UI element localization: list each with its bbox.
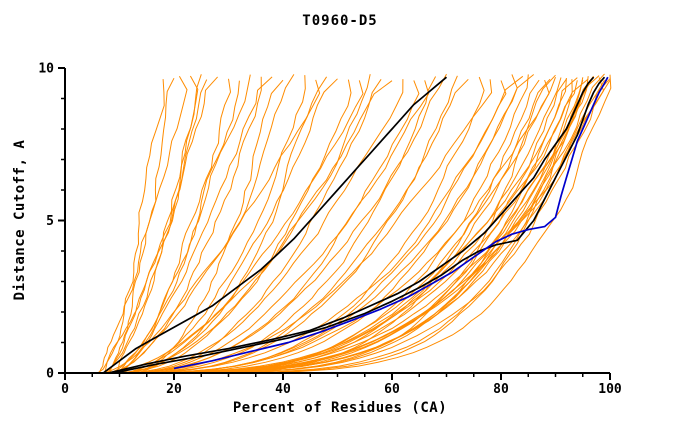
ensemble-curve — [124, 78, 567, 374]
ensemble-curve — [113, 78, 232, 374]
ensemble-curve — [119, 79, 605, 374]
x-tick-label: 20 — [166, 382, 182, 397]
ensemble-curve — [103, 79, 321, 374]
ensemble-curve — [113, 74, 371, 374]
ensemble-curve — [124, 80, 611, 374]
ensemble-curve — [130, 73, 605, 374]
ensemble-curve — [108, 75, 458, 374]
ensemble-curve — [135, 74, 612, 374]
x-tick-label: 40 — [275, 382, 291, 397]
x-tick-label: 60 — [384, 382, 400, 397]
ensemble-curve — [113, 77, 562, 374]
ensemble-curve — [119, 74, 251, 374]
ensemble-curve — [141, 77, 567, 374]
ensemble-curve — [113, 76, 273, 374]
ensemble-curve — [119, 77, 556, 374]
ensemble-curve — [103, 80, 393, 374]
x-tick-label: 80 — [493, 382, 509, 397]
ensemble-curve — [130, 76, 595, 374]
y-tick-label: 5 — [46, 214, 54, 229]
ensemble-curve — [119, 75, 306, 374]
ensemble-curve — [97, 76, 218, 374]
ensemble-curve — [102, 79, 165, 374]
ensemble-curve — [124, 73, 447, 374]
ensemble-curve — [135, 78, 469, 374]
ensemble-curve — [124, 79, 382, 374]
ensemble-curve — [103, 74, 202, 374]
ensemble-curve — [97, 75, 188, 374]
blue-reference-curve — [173, 76, 609, 370]
ensemble-curve — [113, 79, 493, 374]
ensemble-curve — [108, 79, 573, 374]
black-model-curve-1 — [102, 76, 448, 374]
black-model-curve-2 — [108, 76, 595, 374]
ensemble-curve — [108, 78, 611, 374]
chart-title: T0960-D5 — [302, 13, 378, 29]
ensemble-curve — [113, 75, 199, 374]
x-tick-label: 0 — [61, 382, 69, 397]
ensemble-curve — [108, 75, 524, 374]
x-tick-label: 100 — [598, 382, 622, 397]
y-tick-label: 0 — [46, 367, 54, 382]
ensemble-curve — [103, 76, 262, 374]
ensemble-curve — [119, 75, 594, 374]
ensemble-curve — [108, 77, 175, 373]
ensemble-curve — [113, 76, 437, 374]
ensemble-curve — [119, 80, 364, 374]
ensemble-curve — [108, 74, 295, 374]
ensemble-curve — [130, 74, 556, 374]
ensemble-curve — [130, 78, 338, 374]
y-tick-label: 10 — [38, 62, 54, 77]
x-axis-label: Percent of Residues (CA) — [232, 400, 448, 416]
